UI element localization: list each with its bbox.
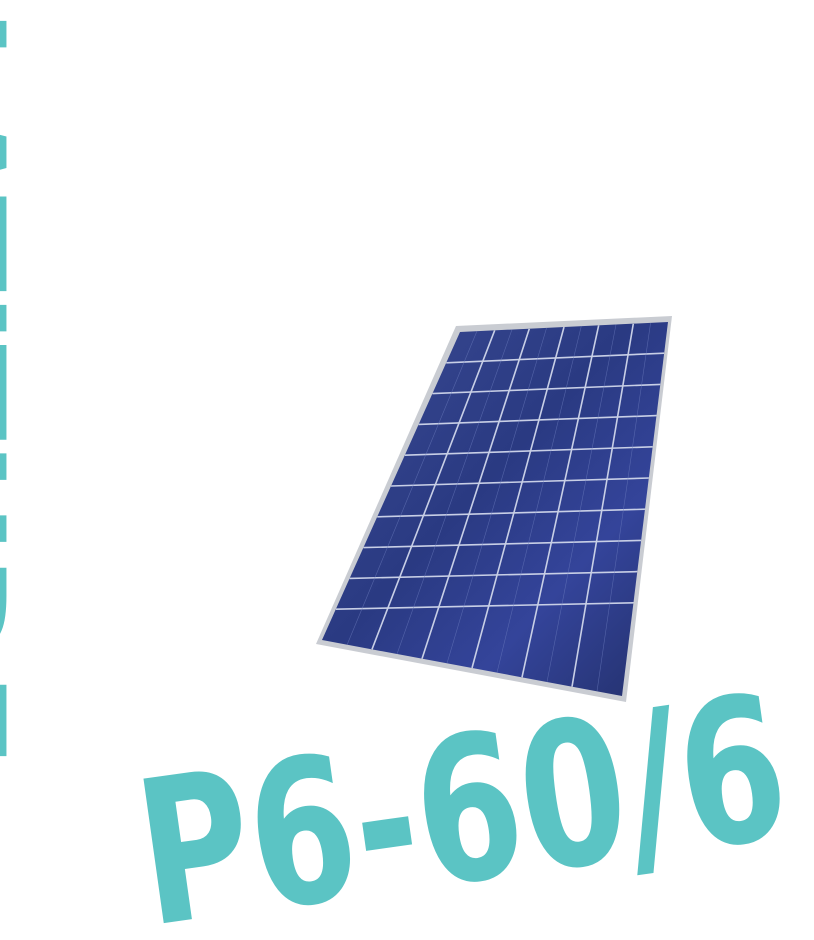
model-code-text: P6-60/6 — [124, 651, 800, 940]
panel-cells — [322, 322, 668, 696]
brand-name-text: LATITUDE — [0, 8, 46, 768]
panel-grid — [335, 323, 665, 687]
